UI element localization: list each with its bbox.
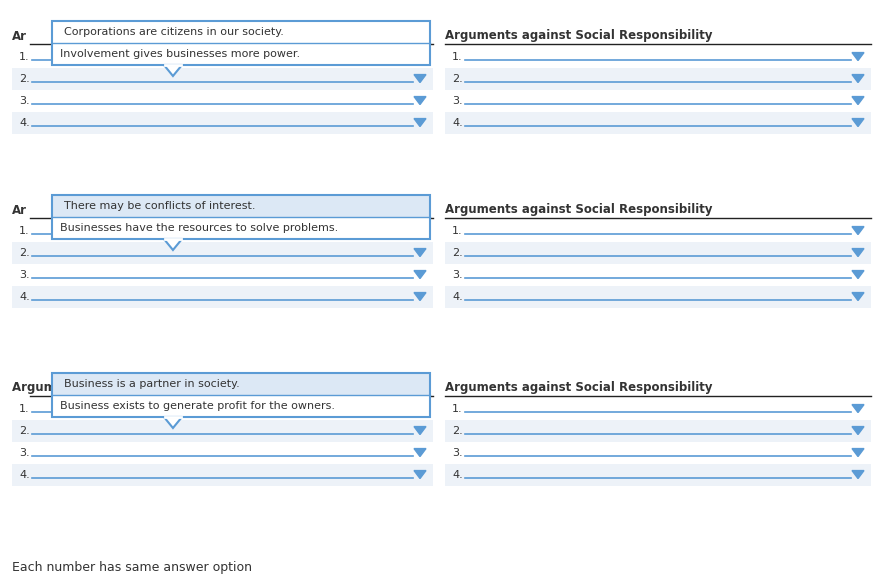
Polygon shape [414,448,426,456]
Polygon shape [851,96,863,104]
Bar [52,395,429,417]
Polygon shape [414,119,426,126]
Bar [444,112,870,134]
Text: 1.: 1. [451,52,462,61]
Bar [444,398,870,420]
Text: 1.: 1. [451,226,462,235]
Polygon shape [414,471,426,479]
Text: Arguments for Social Responsibility: Arguments for Social Responsibility [12,382,249,394]
Text: Corporations are citizens in our society.: Corporations are citizens in our society… [64,27,284,37]
Text: Arguments against Social Responsibility: Arguments against Social Responsibility [444,204,712,216]
Text: Business is a partner in society.: Business is a partner in society. [64,379,240,389]
Polygon shape [851,293,863,301]
Bar [12,264,433,286]
Text: 4.: 4. [19,118,30,127]
Text: 2.: 2. [19,247,30,258]
Bar [444,46,870,68]
Bar [52,21,429,65]
Text: 4.: 4. [451,470,462,479]
Bar [52,217,429,239]
Text: 1.: 1. [19,226,30,235]
Text: 4.: 4. [19,470,30,479]
Text: Each number has same answer option: Each number has same answer option [12,561,252,574]
Polygon shape [414,270,426,278]
Bar [444,220,870,242]
Bar [12,464,433,486]
Text: 2.: 2. [19,73,30,84]
Bar [444,68,870,90]
Polygon shape [851,249,863,257]
Text: 2.: 2. [451,73,462,84]
Bar [52,195,429,217]
Text: 4.: 4. [451,292,462,301]
Text: 2.: 2. [451,247,462,258]
Bar [52,195,429,239]
Bar [12,286,433,308]
Text: 3.: 3. [451,448,462,457]
Polygon shape [851,471,863,479]
Text: 4.: 4. [451,118,462,127]
Polygon shape [851,405,863,413]
Text: 3.: 3. [451,270,462,280]
Text: 2.: 2. [451,425,462,436]
Text: 3.: 3. [19,270,30,280]
Text: 1.: 1. [19,52,30,61]
Polygon shape [414,405,426,413]
Bar [444,264,870,286]
Text: There may be conflicts of interest.: There may be conflicts of interest. [64,201,255,211]
Bar [12,398,433,420]
Bar [12,220,433,242]
Bar [52,373,429,395]
Polygon shape [164,417,182,428]
Bar [444,420,870,442]
Bar [12,68,433,90]
Text: Arguments against Social Responsibility: Arguments against Social Responsibility [444,29,712,42]
Polygon shape [164,65,182,76]
Bar [12,420,433,442]
Text: 3.: 3. [19,448,30,457]
Text: 3.: 3. [19,95,30,106]
Polygon shape [851,53,863,61]
Text: 4.: 4. [19,292,30,301]
Bar [12,46,433,68]
Text: 3.: 3. [451,95,462,106]
Bar [444,90,870,112]
Bar [52,373,429,417]
Polygon shape [414,426,426,435]
Polygon shape [414,293,426,301]
Bar [12,112,433,134]
Polygon shape [851,119,863,126]
Polygon shape [414,249,426,257]
Text: Ar: Ar [12,29,27,42]
Polygon shape [414,96,426,104]
Polygon shape [851,426,863,435]
Polygon shape [164,239,182,250]
Text: 2.: 2. [19,425,30,436]
Polygon shape [851,75,863,83]
Bar [52,21,429,43]
Polygon shape [414,227,426,235]
Bar [12,90,433,112]
Polygon shape [851,448,863,456]
Bar [12,442,433,464]
Polygon shape [851,270,863,278]
Polygon shape [851,227,863,235]
Polygon shape [414,53,426,61]
Text: Arguments against Social Responsibility: Arguments against Social Responsibility [444,382,712,394]
Text: Involvement gives businesses more power.: Involvement gives businesses more power. [60,49,299,59]
Bar [444,442,870,464]
Bar [12,242,433,264]
Text: 1.: 1. [19,404,30,413]
Bar [444,286,870,308]
Bar [444,464,870,486]
Bar [444,242,870,264]
Text: Business exists to generate profit for the owners.: Business exists to generate profit for t… [60,401,335,411]
Polygon shape [414,75,426,83]
Text: 1.: 1. [451,404,462,413]
Text: Ar: Ar [12,204,27,216]
Text: Businesses have the resources to solve problems.: Businesses have the resources to solve p… [60,223,338,233]
Bar [52,43,429,65]
